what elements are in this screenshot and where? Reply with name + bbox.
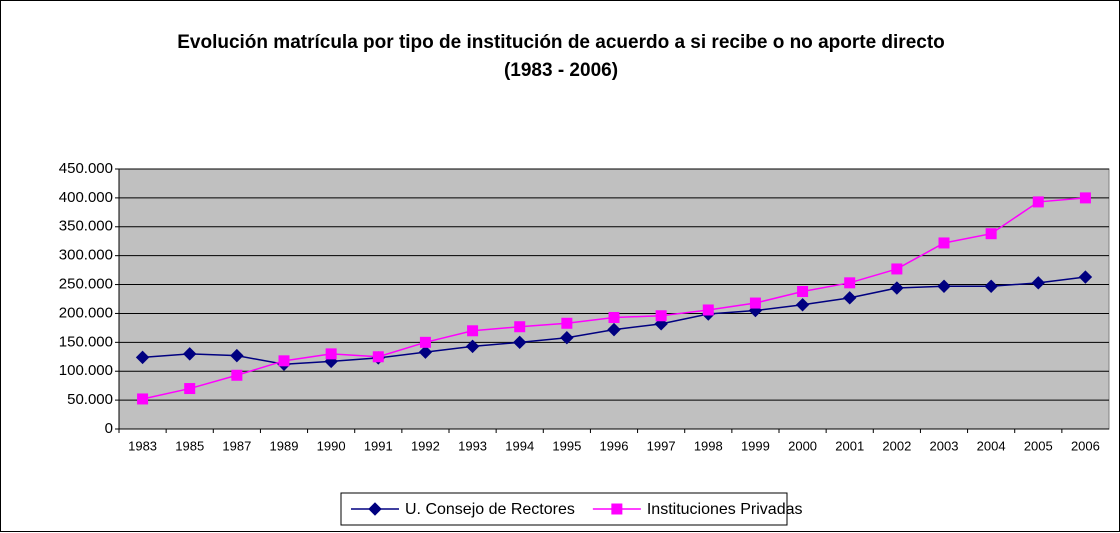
y-tick-label: 350.000 <box>59 218 113 235</box>
data-point <box>608 311 620 323</box>
x-tick-label: 2000 <box>788 438 817 453</box>
x-tick-label: 1996 <box>600 438 629 453</box>
x-tick-label: 2005 <box>1024 438 1053 453</box>
legend-box <box>340 492 788 526</box>
y-tick-label: 250.000 <box>59 276 113 293</box>
data-point <box>891 263 903 275</box>
data-point <box>230 348 244 363</box>
data-point <box>938 237 950 249</box>
data-point <box>702 304 714 316</box>
data-point <box>985 228 997 240</box>
data-point <box>1078 270 1093 284</box>
data-point <box>135 350 150 365</box>
x-tick-label: 2002 <box>882 438 911 453</box>
data-point <box>984 279 998 293</box>
data-point <box>654 317 668 331</box>
data-point <box>1079 192 1091 204</box>
data-point <box>607 322 621 337</box>
x-tick-label: 1985 <box>175 438 204 453</box>
data-point <box>844 277 856 289</box>
data-point <box>1032 196 1044 208</box>
x-tick-label: 1983 <box>128 438 157 453</box>
data-point <box>514 321 526 333</box>
chart-subtitle: (1983 - 2006) <box>503 60 619 81</box>
x-tick-label: 2001 <box>835 438 864 453</box>
data-point <box>183 347 197 361</box>
x-tick-label: 2003 <box>930 438 959 453</box>
data-point <box>797 285 809 297</box>
data-point <box>278 355 290 367</box>
data-point <box>137 393 149 405</box>
y-tick-label: 0 <box>105 420 113 437</box>
x-tick-label: 1993 <box>458 438 487 453</box>
y-tick-label: 50.000 <box>67 391 113 408</box>
x-tick-label: 1997 <box>647 438 676 453</box>
data-point <box>513 335 527 350</box>
plot-area <box>118 168 1110 430</box>
data-point <box>465 339 480 354</box>
data-point <box>561 317 573 329</box>
y-tick-label: 200.000 <box>59 304 113 321</box>
y-tick-label: 150.000 <box>59 333 113 350</box>
data-point <box>749 297 761 309</box>
x-tick-label: 1998 <box>694 438 723 453</box>
legend-marker <box>368 502 382 516</box>
y-tick-label: 400.000 <box>59 189 113 206</box>
data-point <box>890 281 904 295</box>
data-point <box>843 291 857 305</box>
data-point <box>418 345 433 359</box>
x-tick-label: 1992 <box>411 438 440 453</box>
data-point <box>937 279 951 293</box>
data-point <box>1031 276 1045 290</box>
x-tick-label: 2006 <box>1071 438 1100 453</box>
y-tick-label: 300.000 <box>59 247 113 264</box>
data-point <box>467 325 479 337</box>
y-tick-label: 450.000 <box>59 160 113 177</box>
x-tick-label: 1999 <box>741 438 770 453</box>
legend-label: Instituciones Privadas <box>647 501 803 518</box>
x-tick-label: 1995 <box>552 438 581 453</box>
data-point <box>184 383 196 395</box>
x-tick-label: 1987 <box>222 438 251 453</box>
x-tick-label: 1994 <box>505 438 534 453</box>
data-point <box>560 331 574 345</box>
legend-marker <box>611 503 623 515</box>
chart-title: Evolución matrícula por tipo de instituc… <box>177 32 945 53</box>
data-point <box>231 369 243 381</box>
data-point <box>325 348 337 360</box>
x-tick-label: 1990 <box>317 438 346 453</box>
data-point <box>419 336 431 348</box>
legend-label: U. Consejo de Rectores <box>405 501 575 518</box>
x-tick-label: 1989 <box>270 438 299 453</box>
data-point <box>795 298 810 312</box>
x-tick-label: 1991 <box>364 438 393 453</box>
data-point <box>655 310 667 322</box>
x-tick-label: 2004 <box>977 438 1006 453</box>
y-tick-label: 100.000 <box>59 362 113 379</box>
data-point <box>372 351 384 363</box>
title-block: Evolución matrícula por tipo de instituc… <box>141 29 981 85</box>
